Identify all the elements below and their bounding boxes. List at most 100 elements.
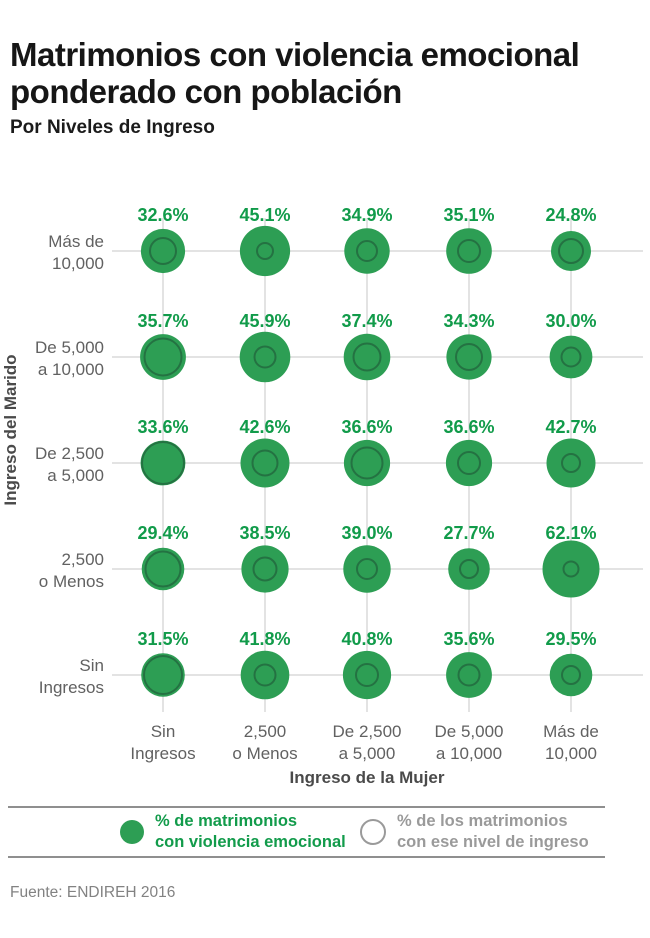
violence-bubble [549, 653, 593, 697]
violence-bubble [542, 540, 600, 598]
population-ring [350, 446, 384, 480]
population-ring [457, 451, 481, 475]
violence-bubble [342, 650, 392, 700]
value-label: 41.8% [239, 629, 290, 649]
page-subtitle: Por Niveles de Ingreso [10, 117, 215, 138]
population-ring [253, 663, 277, 687]
value-label: 24.8% [545, 205, 596, 225]
violence-bubble [241, 545, 289, 593]
value-label: 36.6% [443, 417, 494, 437]
population-ring [352, 342, 382, 372]
value-label: 42.6% [239, 417, 290, 437]
value-label: 29.4% [137, 523, 188, 543]
violence-bubble [343, 333, 391, 381]
page-title: Matrimonios con violencia emocional pond… [10, 36, 650, 110]
population-ring [356, 240, 378, 262]
violence-bubble [140, 228, 186, 274]
violence-bubble [239, 225, 291, 277]
population-ring [253, 345, 277, 369]
violence-bubble [446, 652, 492, 698]
value-label: 62.1% [545, 523, 596, 543]
legend-label-violence: % de matrimonios con violencia emocional [155, 812, 346, 851]
source-note: Fuente: ENDIREH 2016 [10, 884, 176, 901]
value-label: 35.7% [137, 311, 188, 331]
violence-bubble [140, 334, 186, 380]
value-label: 34.3% [443, 311, 494, 331]
column-label: De 2,500 a 5,000 [333, 722, 402, 763]
value-label: 40.8% [341, 629, 392, 649]
population-ring [457, 663, 481, 687]
population-ring [560, 346, 582, 368]
population-ring [141, 441, 185, 485]
violence-bubble [343, 545, 391, 593]
violence-bubble [240, 438, 290, 488]
page-title-line2: ponderado con población [10, 73, 402, 110]
row-label: De 5,000 a 10,000 [35, 338, 104, 379]
value-label: 37.4% [341, 311, 392, 331]
population-ring [149, 237, 177, 265]
legend-item-population: % de los matrimonios con ese nivel de in… [360, 808, 589, 856]
row-label: Más de 10,000 [48, 232, 104, 273]
population-ring [356, 558, 378, 580]
violence-bubble [551, 231, 591, 271]
row-label: De 2,500 a 5,000 [35, 444, 104, 485]
population-ring [143, 655, 183, 695]
violence-bubble [141, 653, 185, 697]
value-label: 35.6% [443, 629, 494, 649]
violence-bubble [239, 331, 291, 383]
value-label: 27.7% [443, 523, 494, 543]
violence-bubble [546, 438, 596, 488]
population-ring [256, 242, 274, 260]
page-title-line1: Matrimonios con violencia emocional [10, 36, 580, 73]
y-axis-title: Ingreso del Marido [1, 354, 20, 505]
population-ring [562, 560, 580, 578]
row-label: Sin Ingresos [39, 656, 104, 697]
value-label: 45.1% [239, 205, 290, 225]
population-ring [252, 556, 278, 582]
column-label: 2,500 o Menos [232, 722, 297, 763]
value-label: 30.0% [545, 311, 596, 331]
legend-label-population: % de los matrimonios con ese nivel de in… [397, 812, 589, 851]
value-label: 31.5% [137, 629, 188, 649]
column-label: Sin Ingresos [130, 722, 195, 763]
population-ring [251, 449, 279, 477]
value-label: 38.5% [239, 523, 290, 543]
population-ring [459, 559, 479, 579]
population-ring [561, 665, 581, 685]
legend: % de matrimonios con violencia emocional… [8, 806, 605, 858]
value-label: 32.6% [137, 205, 188, 225]
population-ring [457, 239, 481, 263]
filled-green-dot-icon [120, 820, 144, 844]
value-label: 42.7% [545, 417, 596, 437]
value-label: 34.9% [341, 205, 392, 225]
value-label: 35.1% [443, 205, 494, 225]
violence-bubble [549, 335, 593, 379]
gray-outline-ring-icon [360, 819, 386, 845]
violence-bubble [446, 228, 492, 274]
x-axis-title: Ingreso de la Mujer [290, 768, 445, 787]
population-ring [558, 238, 584, 264]
population-ring [355, 663, 379, 687]
column-label: De 5,000 a 10,000 [435, 722, 504, 763]
population-ring [455, 343, 483, 371]
violence-bubble [240, 650, 290, 700]
value-label: 29.5% [545, 629, 596, 649]
population-ring [144, 550, 182, 588]
violence-bubble [344, 228, 390, 274]
value-label: 36.6% [341, 417, 392, 437]
legend-item-violence: % de matrimonios con violencia emocional [120, 808, 346, 856]
value-label: 33.6% [137, 417, 188, 437]
violence-bubble [141, 547, 185, 591]
row-label: 2,500 o Menos [39, 550, 104, 591]
violence-bubble [446, 334, 492, 380]
population-ring [143, 337, 183, 377]
population-ring [561, 453, 581, 473]
value-label: 45.9% [239, 311, 290, 331]
violence-bubble [448, 548, 490, 590]
violence-bubble [445, 439, 493, 487]
value-label: 39.0% [341, 523, 392, 543]
column-label: Más de 10,000 [543, 722, 599, 763]
violence-bubble [140, 440, 186, 486]
